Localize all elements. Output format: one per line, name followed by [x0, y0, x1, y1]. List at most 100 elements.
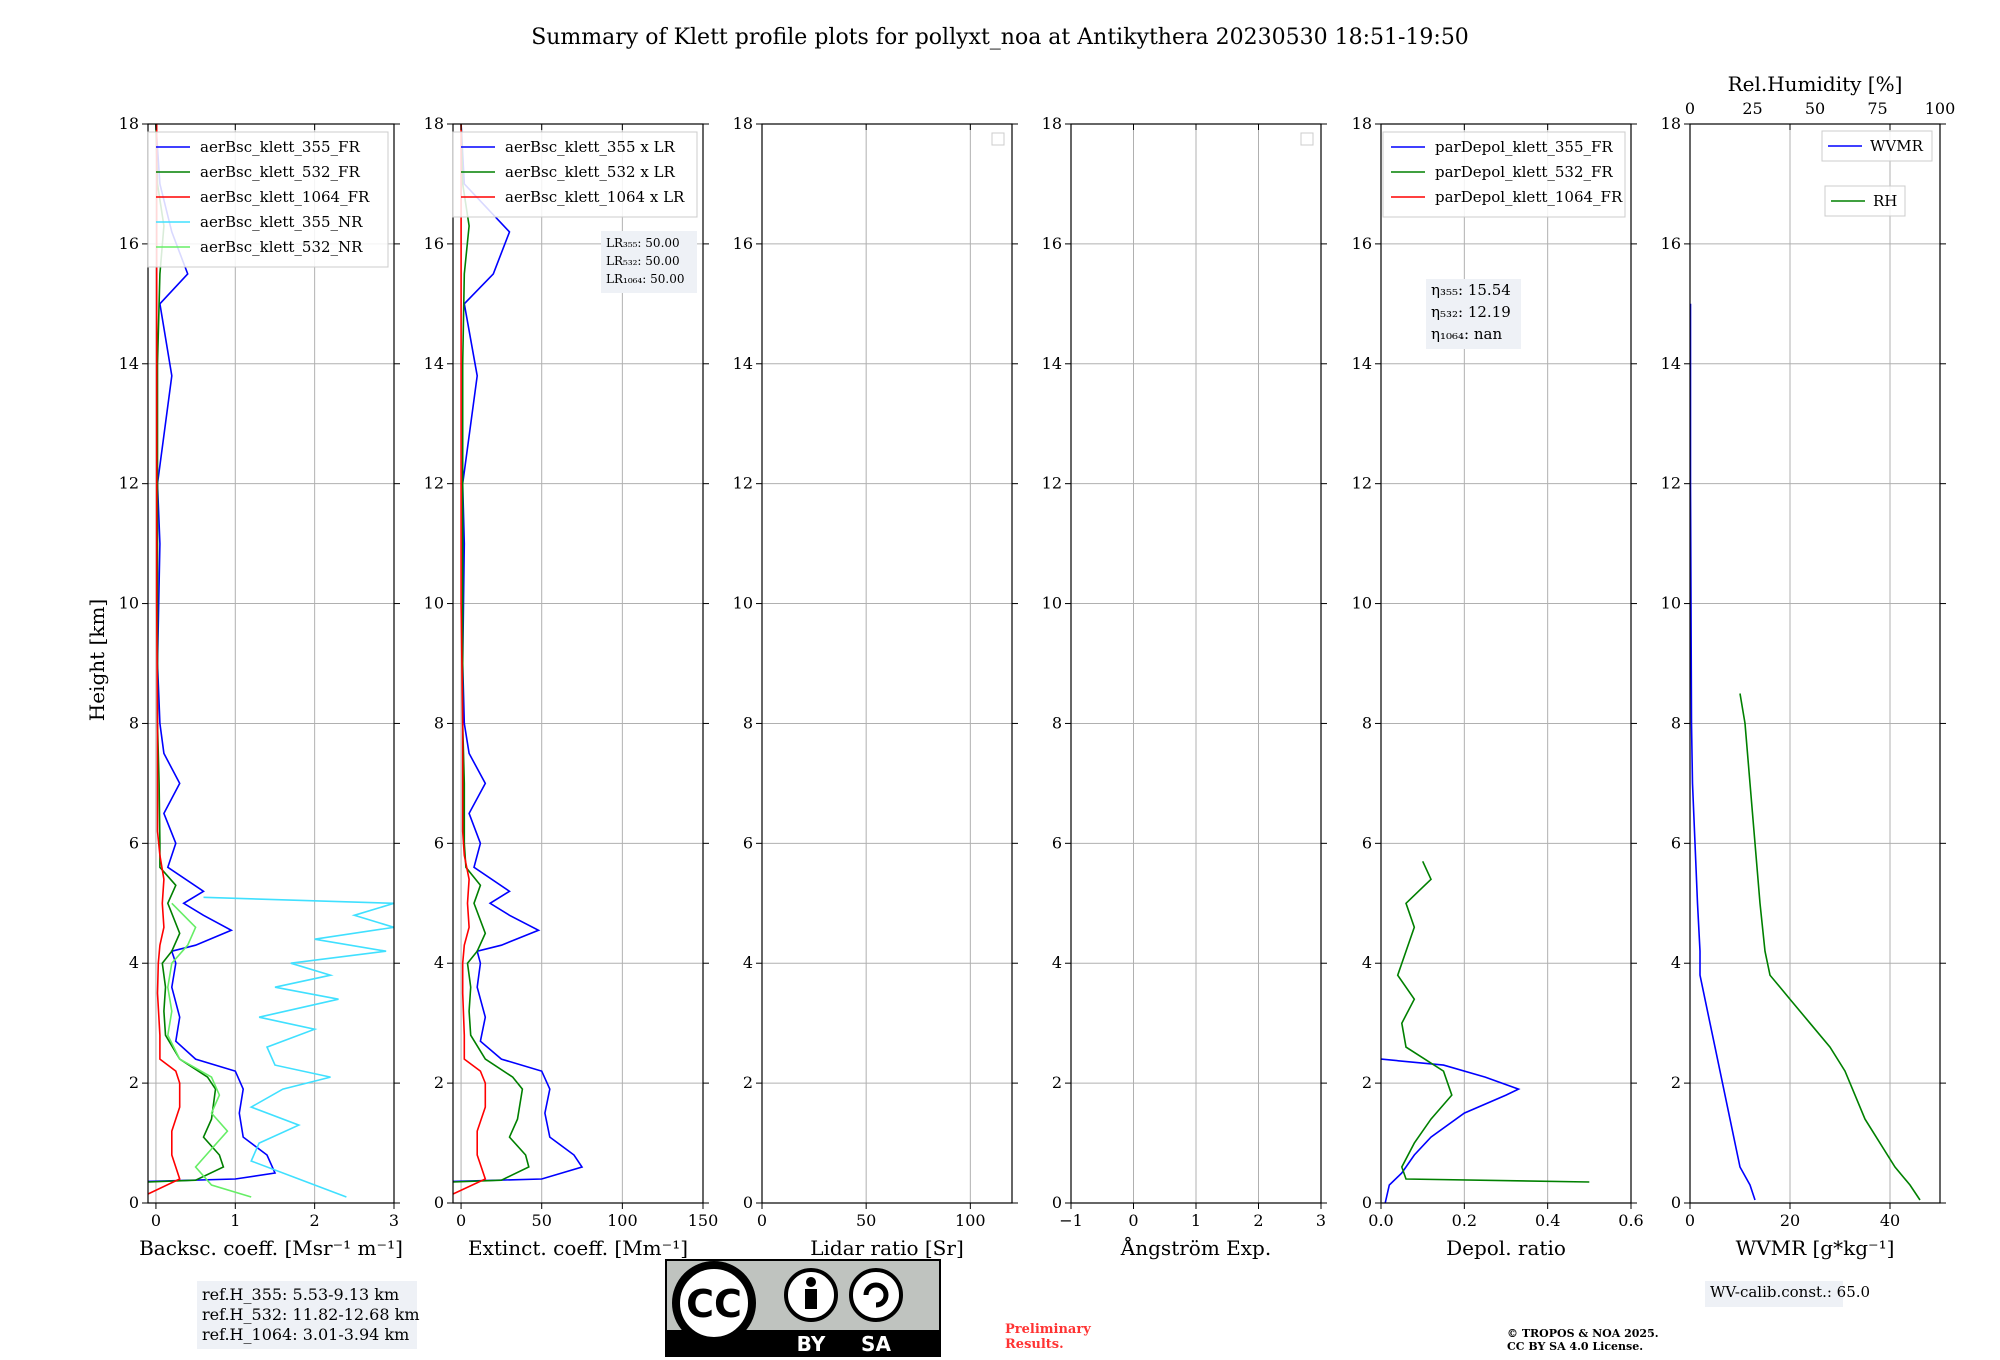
y-tick-label: 2 [743, 1073, 753, 1092]
y-tick-label: 8 [129, 713, 139, 732]
y-tick-label: 18 [1661, 114, 1681, 133]
y-tick-label: 14 [424, 354, 444, 373]
annotation-text: η₁₀₆₄: nan [1431, 325, 1502, 343]
x-axis-label: Depol. ratio [1446, 1236, 1566, 1260]
y-tick-label: 16 [119, 234, 139, 253]
y-tick-label: 18 [1042, 114, 1062, 133]
cc-license-badge: CC BY SA [665, 1259, 941, 1357]
y-tick-label: 0 [1671, 1193, 1681, 1212]
y-tick-label: 14 [1042, 354, 1062, 373]
y-tick-label: 2 [1671, 1073, 1681, 1092]
plot-frame [452, 123, 704, 1204]
x-axis-label: Lidar ratio [Sr] [810, 1236, 964, 1260]
panel-3: 0 50 100 0 2 4 6 8 10 12 14 16 18 Lidar ratio [Sr] [733, 114, 1018, 1260]
series-line-aerBsc_klett_355_FR [148, 124, 277, 1183]
y-tick-label: 0 [1052, 1193, 1062, 1212]
annotation-box [1705, 1281, 1843, 1307]
x-tick-label: 100 [955, 1211, 986, 1230]
legend-entry: WVMR [1870, 137, 1924, 155]
x-tick-label: 0 [456, 1211, 466, 1230]
series-line-aerBsc_klett_355 x LR [453, 124, 584, 1183]
x-tick-label: 0 [1685, 1211, 1695, 1230]
series-line-aerBsc_klett_532 x LR [453, 124, 530, 1183]
legend-box [147, 131, 389, 268]
series-line-WVMR [1690, 303, 1756, 1201]
annotation-text: LR₁₀₆₄: 50.00 [606, 272, 684, 286]
y-tick-label: 18 [424, 114, 444, 133]
x-tick-label: 1 [230, 1211, 240, 1230]
x-tick-label: −1 [1059, 1211, 1083, 1230]
x-axis-label: Ångström Exp. [1120, 1235, 1271, 1260]
ref-info-355: ref.H_355: 5.53-9.13 km [202, 1285, 399, 1304]
x-tick-label: 0.6 [1618, 1211, 1643, 1230]
x-tick-label: 2 [310, 1211, 320, 1230]
badge-sa-text: SA [861, 1332, 891, 1356]
x2-tick-label: 25 [1742, 99, 1762, 118]
x-tick-label: 0.2 [1452, 1211, 1477, 1230]
cc-logo-icon [672, 1261, 756, 1345]
y-tick-label: 4 [1671, 953, 1681, 972]
y-tick-label: 12 [1661, 474, 1681, 493]
x-tick-label: 100 [607, 1211, 638, 1230]
y-tick-label: 16 [1042, 234, 1062, 253]
y-axis-label: Height [km] [85, 599, 109, 721]
x2-tick-label: 75 [1867, 99, 1887, 118]
legend-entry: aerBsc_klett_355 x LR [505, 138, 676, 156]
empty-legend-box [1300, 132, 1314, 146]
annotation-text: η₅₃₂: 12.19 [1431, 303, 1511, 321]
x-tick-label: 0.0 [1368, 1211, 1393, 1230]
x-tick-label: 20 [1780, 1211, 1800, 1230]
x2-tick-label: 0 [1685, 99, 1695, 118]
legend-entry: aerBsc_klett_532_NR [200, 238, 363, 256]
y-tick-label: 8 [743, 713, 753, 732]
y-tick-label: 18 [1352, 114, 1372, 133]
annotation-text: η₃₅₅: 15.54 [1431, 281, 1511, 299]
y-tick-label: 12 [119, 474, 139, 493]
y-tick-label: 14 [1352, 354, 1372, 373]
badge-by-text: BY [797, 1332, 826, 1356]
y-tick-label: 16 [1661, 234, 1681, 253]
by-person-head [806, 1277, 816, 1287]
y-tick-label: 14 [1661, 354, 1681, 373]
reference-height-info: ref.H_355: 5.53-9.13 km ref.H_532: 11.82… [197, 1281, 420, 1349]
y-tick-label: 10 [424, 594, 444, 613]
series-group [1690, 303, 1921, 1201]
annotation-box [601, 231, 697, 293]
y-tick-label: 8 [1052, 713, 1062, 732]
series-group [148, 124, 394, 1198]
y-tick-label: 16 [733, 234, 753, 253]
x-axis-label: WVMR [g*kg⁻¹] [1736, 1236, 1895, 1260]
series-line-aerBsc_klett_532_FR [148, 124, 225, 1183]
ref-info-1064: ref.H_1064: 3.01-3.94 km [202, 1325, 409, 1344]
y-tick-label: 4 [1052, 953, 1062, 972]
series-line-parDepol_klett_355_FR [1381, 1058, 1521, 1203]
y-tick-label: 0 [434, 1193, 444, 1212]
y-tick-label: 10 [1352, 594, 1372, 613]
annotation-text: WV-calib.const.: 65.0 [1710, 1283, 1870, 1301]
x-tick-label: 2 [1253, 1211, 1263, 1230]
y-tick-label: 6 [1052, 833, 1062, 852]
x-tick-label: 50 [856, 1211, 876, 1230]
y-tick-label: 0 [129, 1193, 139, 1212]
y-tick-label: 14 [733, 354, 753, 373]
y-tick-label: 10 [119, 594, 139, 613]
panel-5: 0.0 0.2 0.4 0.6 0 2 4 6 8 10 12 14 16 18 Depol. ratio p… [1352, 114, 1644, 1260]
figure-title: Summary of Klett profile plots for polly… [531, 25, 1469, 50]
legend-box [452, 131, 698, 218]
plot-frame [1689, 123, 1941, 1204]
legend-entry: aerBsc_klett_532_FR [200, 163, 360, 181]
sa-arrow-icon [863, 1282, 889, 1308]
series-line-aerBsc_klett_532_NR [166, 902, 252, 1198]
series-line-parDepol_klett_532_FR [1396, 860, 1590, 1183]
x-tick-label: 40 [1880, 1211, 1900, 1230]
y-tick-label: 12 [1042, 474, 1062, 493]
legend-entry: aerBsc_klett_355_FR [200, 138, 360, 156]
plot-frame [1380, 123, 1632, 1204]
copyright-line-1: © TROPOS & NOA 2025. [1507, 1327, 1659, 1340]
x2-axis-label: Rel.Humidity [%] [1728, 72, 1903, 96]
y-tick-label: 6 [1362, 833, 1372, 852]
y-tick-label: 4 [743, 953, 753, 972]
x-tick-label: 50 [532, 1211, 552, 1230]
